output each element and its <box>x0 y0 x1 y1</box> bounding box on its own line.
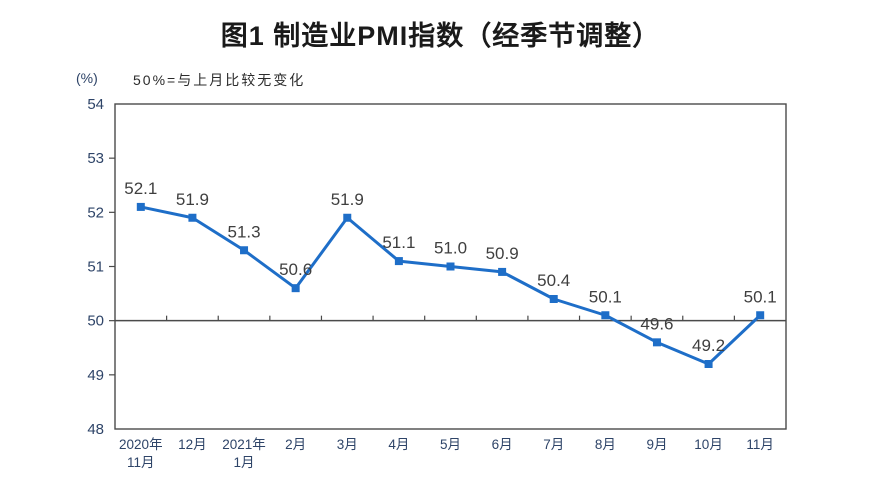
x-axis-label: 8月 <box>595 437 616 452</box>
x-axis-label: 4月 <box>388 437 409 452</box>
data-label: 50.1 <box>589 287 622 306</box>
data-label: 50.1 <box>744 287 777 306</box>
x-axis-label: 12月 <box>178 437 207 452</box>
x-axis-label: 2021年 <box>222 437 266 452</box>
data-label: 51.3 <box>227 222 260 241</box>
y-axis-tick-label: 49 <box>87 367 104 384</box>
y-axis-tick-label: 52 <box>87 204 104 221</box>
x-axis-label: 7月 <box>543 437 564 452</box>
data-point-marker <box>291 284 300 293</box>
data-point-marker <box>652 338 661 347</box>
y-axis-tick-label: 48 <box>87 421 104 438</box>
data-point-marker <box>188 213 197 222</box>
y-axis-tick-label: 53 <box>87 150 104 167</box>
data-label: 51.9 <box>331 190 364 209</box>
y-axis-tick-label: 51 <box>87 259 104 276</box>
data-point-marker <box>240 246 249 255</box>
data-label: 51.1 <box>382 233 415 252</box>
y-axis-tick-label: 50 <box>87 313 104 330</box>
data-point-marker <box>601 311 610 320</box>
y-axis-unit-label: (%) <box>76 70 98 86</box>
data-label: 49.6 <box>640 314 673 333</box>
x-axis-label: 5月 <box>440 437 461 452</box>
data-label: 52.1 <box>124 179 157 198</box>
data-label: 49.2 <box>692 336 725 355</box>
data-point-marker <box>549 295 558 303</box>
x-axis-label: 3月 <box>337 437 358 452</box>
data-point-marker <box>343 213 352 222</box>
x-axis-label: 2020年 <box>119 437 163 452</box>
data-point-marker <box>446 262 455 271</box>
x-axis-label: 10月 <box>694 437 723 452</box>
data-label: 50.4 <box>537 271 570 290</box>
data-label: 50.6 <box>279 260 312 279</box>
data-point-marker <box>498 267 507 276</box>
y-axis-tick-label: 54 <box>87 96 104 113</box>
x-axis-label: 6月 <box>492 437 513 452</box>
chart-title: 图1 制造业PMI指数（经季节调整） <box>220 21 661 51</box>
x-axis-label: 9月 <box>646 437 667 452</box>
data-point-marker <box>756 311 765 320</box>
reference-line-note: 50%=与上月比较无变化 <box>133 72 306 88</box>
data-label: 50.9 <box>486 244 519 263</box>
x-axis-label: 11月 <box>746 437 774 452</box>
data-label: 51.0 <box>434 239 467 258</box>
data-label: 51.9 <box>176 190 209 209</box>
data-point-marker <box>704 360 713 368</box>
data-point-marker <box>394 257 403 266</box>
x-axis-label: 2月 <box>285 437 306 452</box>
x-axis-label: 11月 <box>127 455 155 470</box>
x-axis-label: 1月 <box>234 455 255 470</box>
data-point-marker <box>136 202 145 211</box>
